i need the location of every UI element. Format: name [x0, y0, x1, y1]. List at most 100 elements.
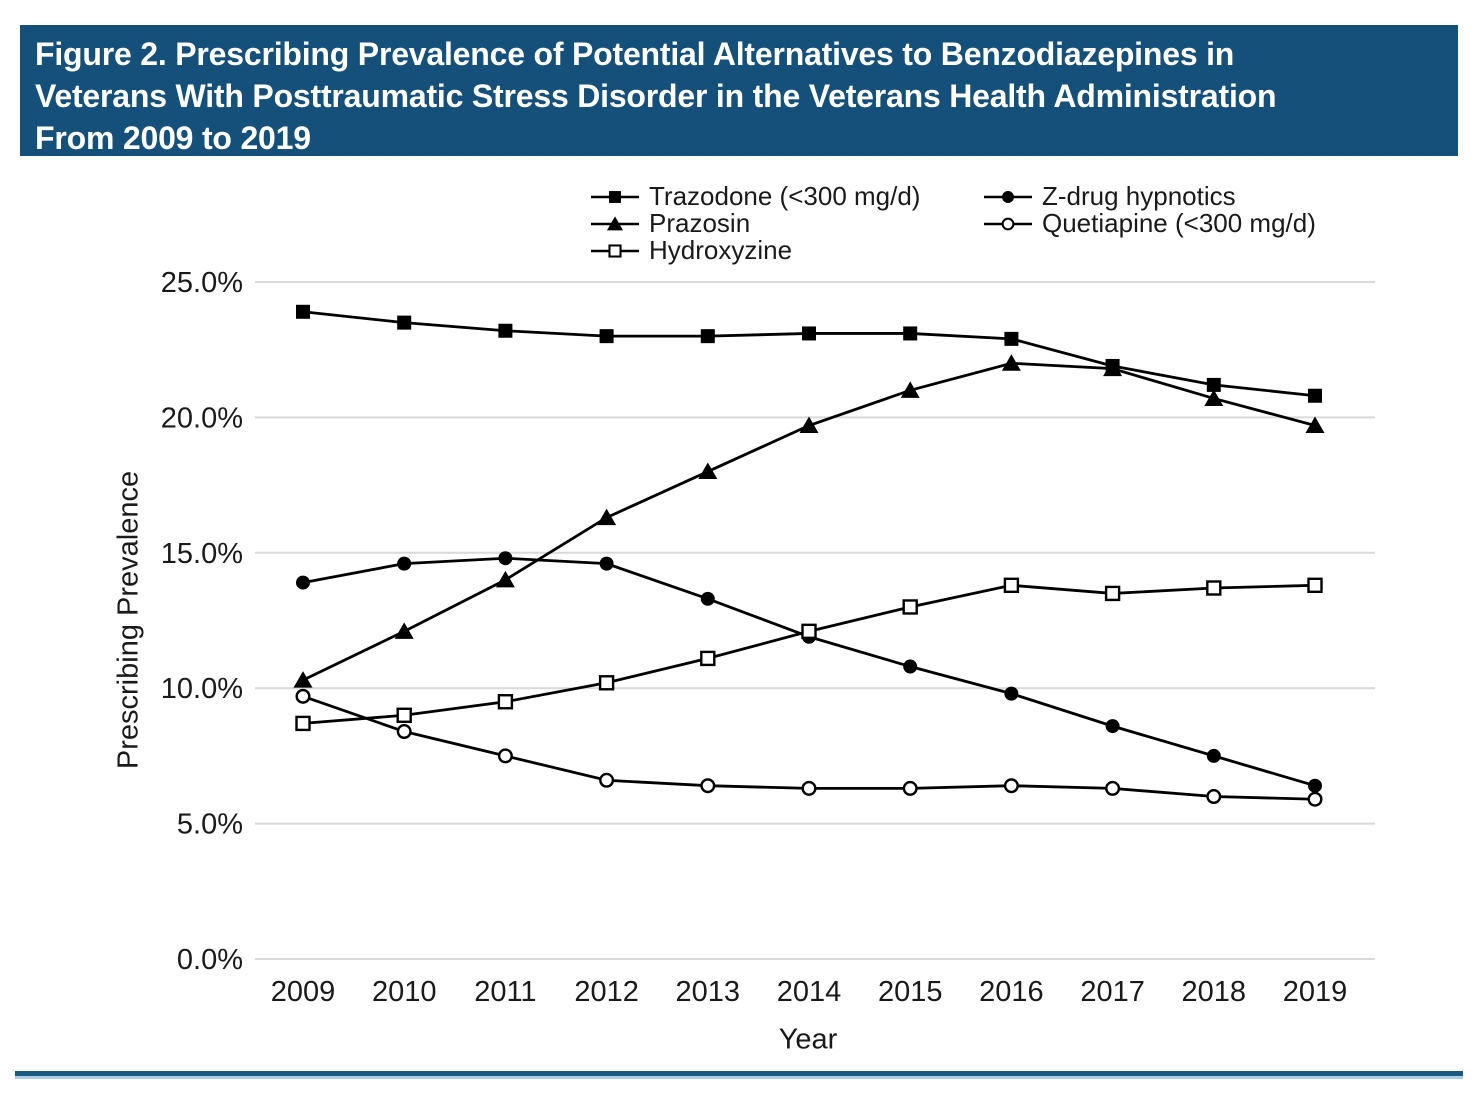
open-square-icon	[591, 243, 639, 258]
data-point-marker	[801, 780, 817, 796]
data-point-marker	[902, 780, 918, 796]
data-point-marker	[1307, 791, 1323, 807]
data-point-marker	[1003, 778, 1019, 794]
y-tick-label: 10.0%	[161, 673, 243, 705]
legend-label: Trazodone (<300 mg/d)	[649, 181, 921, 211]
data-point-marker	[1308, 388, 1322, 403]
series-line	[302, 556, 1316, 788]
data-point-marker	[608, 243, 622, 258]
data-point-marker	[396, 724, 412, 740]
data-point-marker	[397, 556, 412, 571]
data-point-marker	[497, 748, 513, 764]
series-z-drug-hypnotics	[296, 551, 1322, 793]
data-point-marker	[599, 556, 614, 571]
data-point-marker	[498, 551, 513, 566]
legend-item-z-drug-hypnotics: Z-drug hypnotics	[983, 181, 1316, 211]
legend-item-hydroxyzine: Hydroxyzine	[590, 235, 920, 265]
data-point-marker	[903, 326, 918, 341]
x-tick-label: 2019	[1283, 976, 1348, 1008]
x-tick-label: 2009	[271, 976, 336, 1008]
data-point-marker	[1001, 217, 1015, 230]
series-quetiapine-300-mg-d	[295, 688, 1323, 807]
data-point-marker	[903, 659, 918, 674]
data-point-marker	[1001, 354, 1021, 371]
data-point-marker	[1003, 577, 1020, 593]
filled-square-icon	[591, 190, 639, 203]
data-point-marker	[394, 622, 414, 639]
data-point-marker	[1206, 377, 1221, 392]
x-tick-label: 2012	[574, 976, 639, 1008]
x-tick-label: 2013	[676, 976, 741, 1008]
y-tick-label: 5.0%	[177, 809, 243, 841]
data-point-marker	[1206, 789, 1222, 805]
data-point-marker	[802, 326, 816, 341]
data-point-marker	[597, 508, 617, 526]
data-point-marker	[293, 671, 313, 688]
x-tick-label: 2017	[1080, 976, 1145, 1008]
y-tick-label: 25.0%	[161, 267, 243, 299]
data-point-marker	[599, 329, 614, 344]
legend-label: Hydroxyzine	[649, 235, 793, 265]
series-hydroxyzine	[295, 577, 1323, 732]
data-point-marker	[700, 650, 716, 667]
figure-title-banner: Figure 2. Prescribing Prevalence of Pote…	[20, 25, 1458, 156]
data-point-marker	[606, 215, 624, 230]
data-point-marker	[1206, 748, 1221, 763]
data-point-marker	[801, 623, 817, 640]
x-axis-title: Year	[778, 1023, 838, 1056]
data-point-marker	[799, 416, 819, 434]
x-tick-label: 2018	[1182, 976, 1247, 1008]
series-trazodone-300-mg-d	[296, 304, 1322, 403]
chart-legend-column-2: Z-drug hypnotics Quetiapine (<300 mg/d)	[983, 181, 1316, 238]
data-point-marker	[296, 304, 310, 319]
data-point-marker	[1206, 580, 1222, 596]
x-tick-label: 2014	[777, 976, 842, 1008]
x-tick-label: 2016	[979, 976, 1044, 1008]
chart-legend-column-1: Trazodone (<300 mg/d) Prazosin Hydroxyzine	[590, 181, 921, 265]
data-point-marker	[900, 381, 920, 398]
data-point-marker	[1002, 190, 1014, 203]
legend-label: Prazosin	[649, 208, 751, 238]
data-point-marker	[1204, 389, 1224, 406]
open-circle-icon	[984, 217, 1032, 230]
legend-label: Quetiapine (<300 mg/d)	[1042, 208, 1316, 238]
data-point-marker	[1308, 778, 1322, 793]
data-point-marker	[1105, 719, 1120, 734]
data-point-marker	[396, 707, 412, 723]
legend-item-quetiapine-300-mg-d: Quetiapine (<300 mg/d)	[983, 208, 1316, 238]
data-point-marker	[1105, 780, 1121, 796]
data-point-marker	[902, 599, 918, 615]
data-point-marker	[498, 323, 513, 338]
x-tick-label: 2011	[474, 976, 536, 1008]
filled-triangle-icon	[591, 215, 639, 230]
data-point-marker	[599, 772, 615, 788]
y-tick-label: 15.0%	[161, 538, 243, 570]
legend-item-trazodone-300-mg-d: Trazodone (<300 mg/d)	[590, 181, 921, 211]
data-point-marker	[700, 778, 716, 794]
data-point-marker	[700, 591, 715, 606]
data-point-marker	[397, 315, 412, 330]
figure-title-line-2: Veterans With Posttraumatic Stress Disor…	[35, 78, 1277, 114]
data-point-marker	[295, 715, 311, 732]
data-point-marker	[1004, 331, 1019, 346]
data-point-marker	[1305, 416, 1325, 434]
data-point-marker	[700, 329, 715, 344]
y-tick-label: 0.0%	[177, 944, 243, 976]
figure-title-line-3: From 2009 to 2019	[35, 120, 311, 156]
data-point-marker	[1004, 686, 1019, 701]
data-point-marker	[1104, 585, 1121, 602]
series-prazosin	[293, 354, 1325, 688]
x-tick-label: 2010	[372, 976, 437, 1008]
y-tick-label: 20.0%	[161, 402, 243, 434]
data-point-marker	[1307, 577, 1323, 593]
bottom-divider-dark	[15, 1071, 1463, 1076]
data-point-marker	[295, 688, 311, 704]
data-point-marker	[609, 190, 621, 203]
filled-circle-icon	[984, 190, 1032, 203]
x-tick-label: 2015	[878, 976, 943, 1008]
data-point-marker	[296, 575, 310, 590]
data-point-marker	[598, 675, 615, 691]
y-axis-title: Prescribing Prevalence	[112, 470, 145, 770]
